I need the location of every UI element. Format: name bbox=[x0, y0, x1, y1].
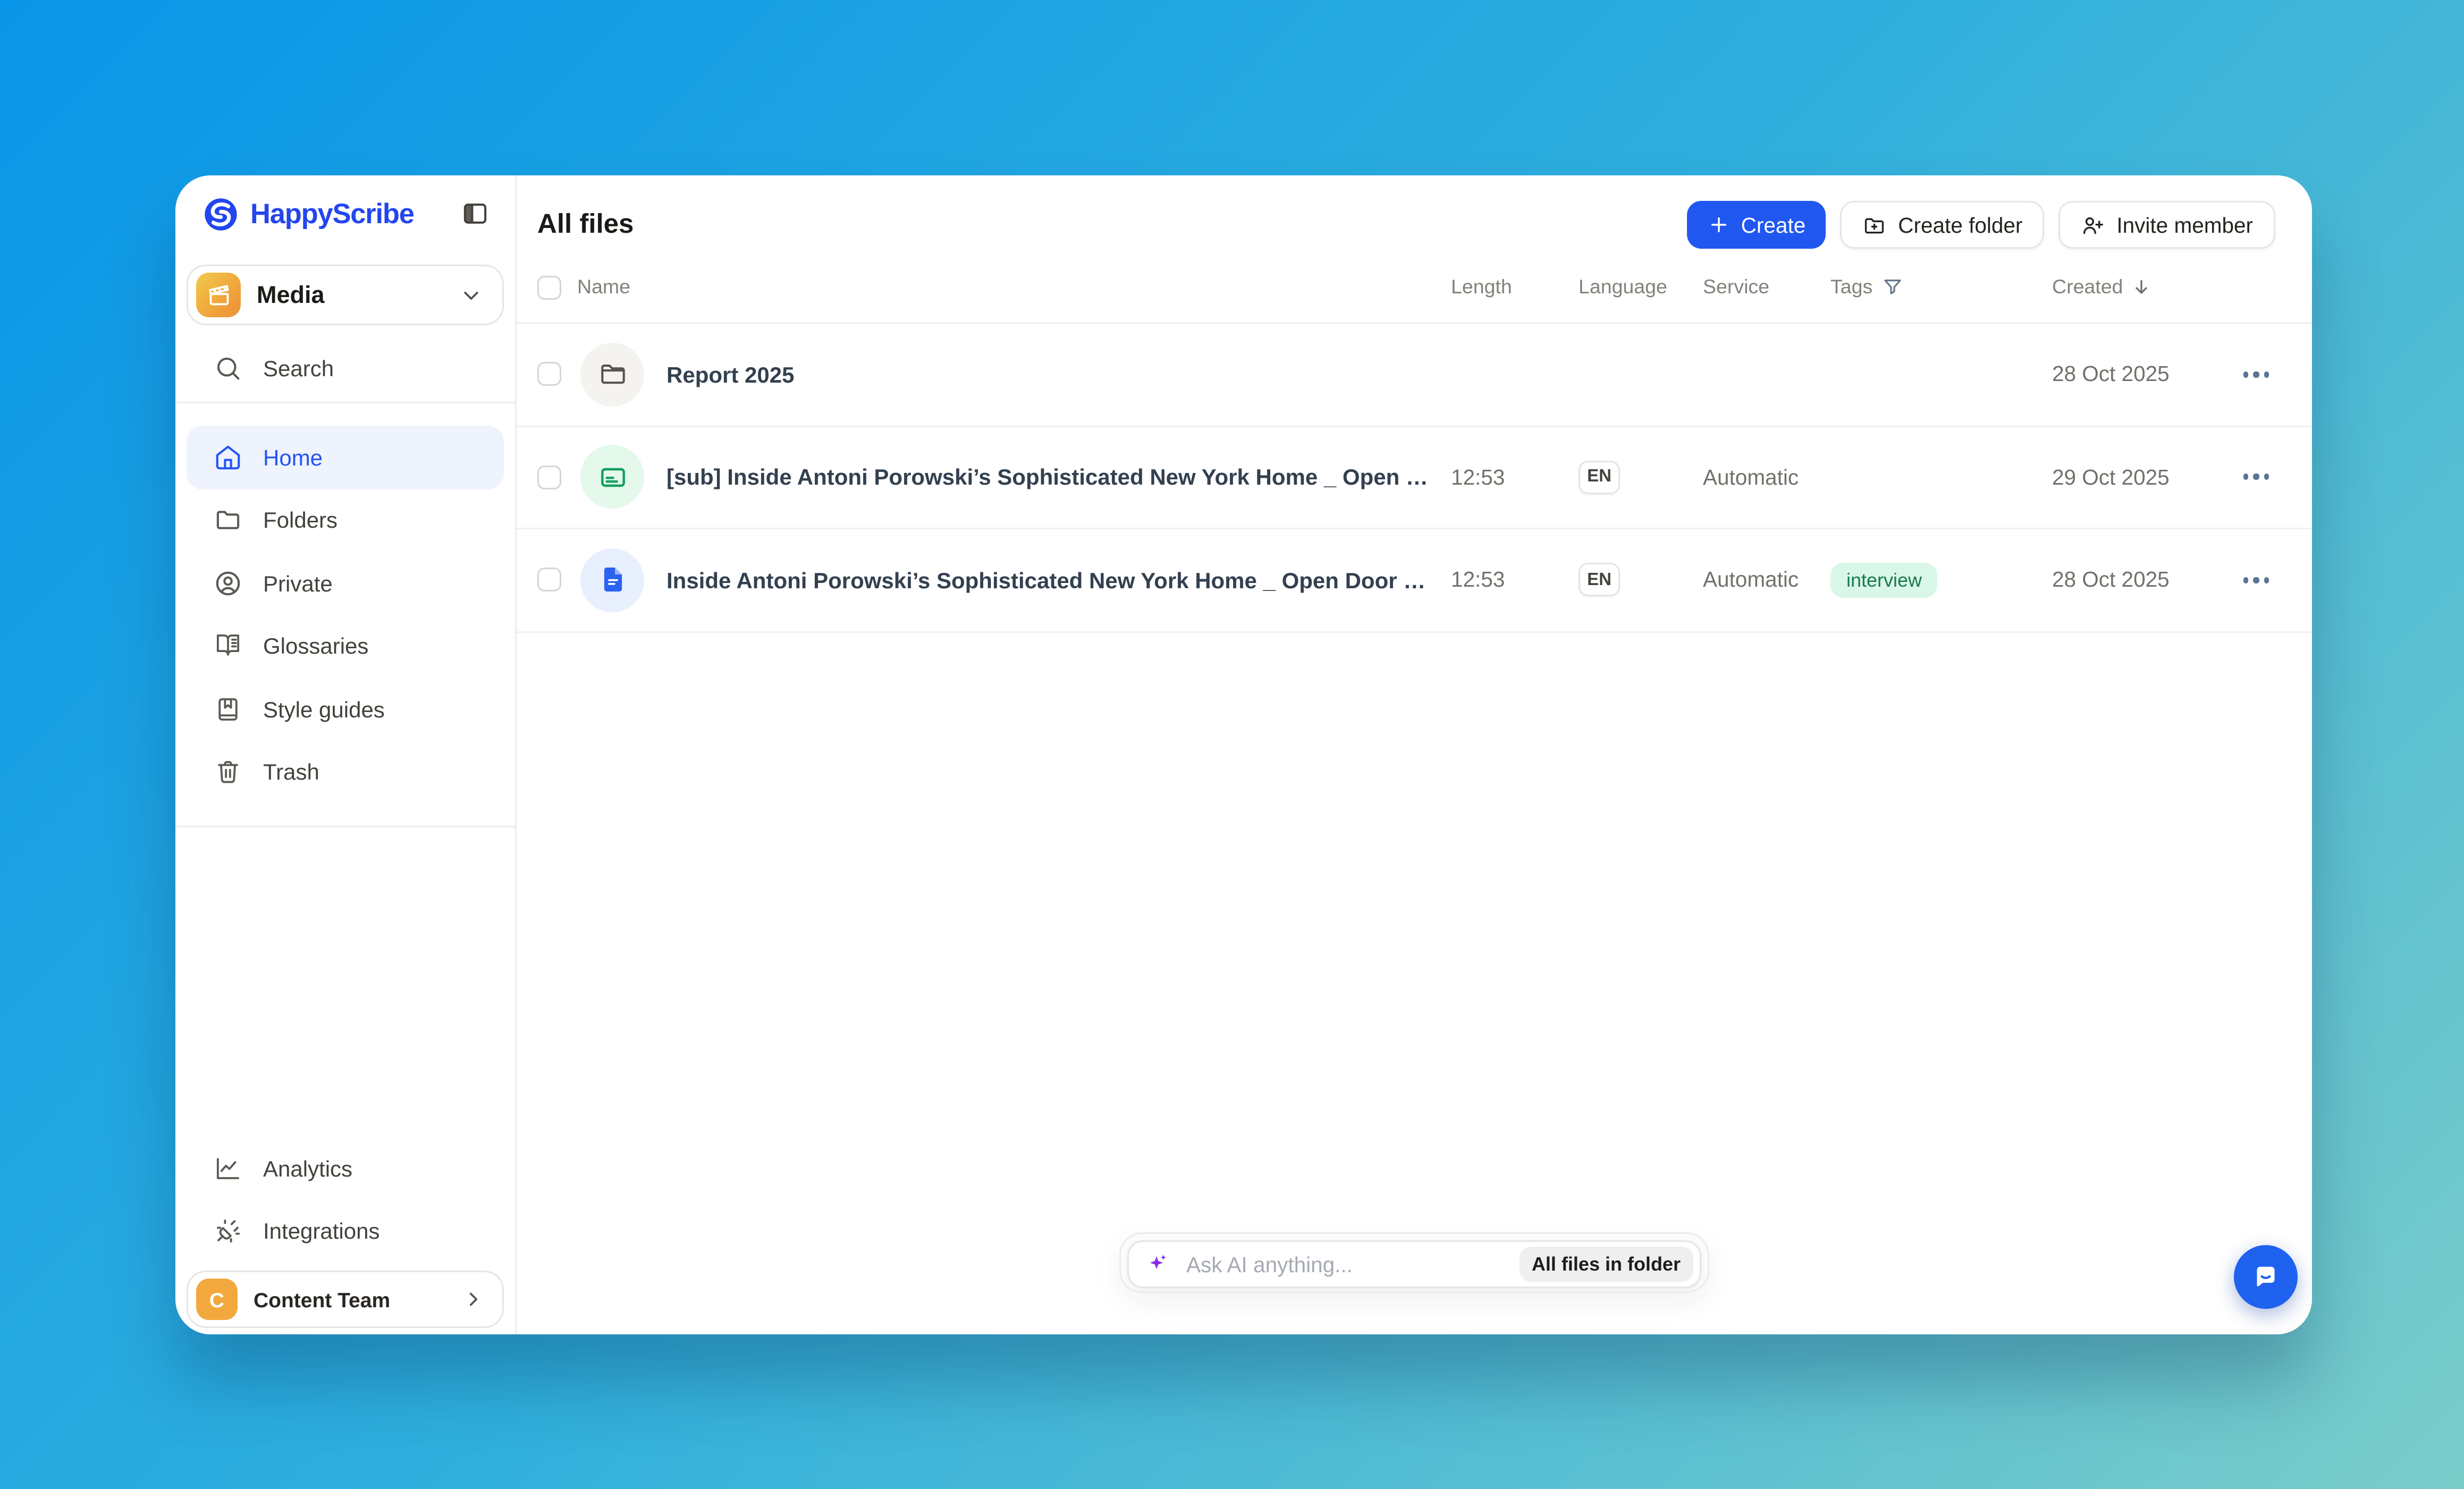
file-language: EN bbox=[1579, 563, 1703, 597]
sidebar-item-label: Private bbox=[263, 570, 333, 596]
sidebar-nav: Home Folders Private bbox=[175, 426, 515, 803]
row-checkbox[interactable] bbox=[537, 465, 561, 489]
create-folder-button[interactable]: Create folder bbox=[1841, 201, 2045, 249]
team-avatar: C bbox=[196, 1279, 238, 1320]
app-window: HappyScribe Media bbox=[175, 175, 2312, 1334]
file-length: 12:53 bbox=[1451, 568, 1505, 592]
table-row[interactable]: Inside Antoni Porowski’s Sophisticated N… bbox=[517, 529, 2312, 632]
sidebar-item-label: Folders bbox=[263, 507, 338, 533]
page-header: All files Create Create folder bbox=[517, 175, 2312, 252]
sidebar-item-label: Style guides bbox=[263, 696, 385, 722]
subtitle-file-icon bbox=[580, 445, 644, 509]
file-name[interactable]: [sub] Inside Antoni Porowski’s Sophistic… bbox=[666, 464, 1451, 490]
user-plus-icon bbox=[2081, 213, 2105, 237]
file-language: EN bbox=[1579, 460, 1703, 494]
sidebar-item-integrations[interactable]: Integrations bbox=[187, 1200, 504, 1263]
chevron-down-icon bbox=[459, 283, 483, 307]
sidebar-divider bbox=[175, 402, 515, 403]
file-service: Automatic bbox=[1703, 568, 1799, 592]
workspace-selector[interactable]: Media bbox=[187, 265, 504, 325]
chat-bubble-icon bbox=[2248, 1259, 2283, 1295]
sidebar-item-analytics[interactable]: Analytics bbox=[187, 1137, 504, 1200]
trash-icon bbox=[214, 758, 242, 786]
folder-icon bbox=[214, 506, 242, 535]
collapse-sidebar-icon[interactable] bbox=[461, 199, 490, 228]
ai-sparkle-icon bbox=[1145, 1251, 1170, 1277]
sidebar-item-home[interactable]: Home bbox=[187, 426, 504, 489]
row-menu-button[interactable] bbox=[2237, 365, 2275, 384]
file-tags: interview bbox=[1830, 562, 2052, 598]
sidebar-divider bbox=[175, 826, 515, 827]
sidebar-item-search[interactable]: Search bbox=[187, 335, 504, 402]
invite-member-button[interactable]: Invite member bbox=[2059, 201, 2275, 249]
column-service[interactable]: Service bbox=[1703, 276, 1770, 298]
sidebar-item-label: Glossaries bbox=[263, 633, 369, 659]
sidebar: HappyScribe Media bbox=[175, 175, 517, 1334]
sidebar-item-label: Trash bbox=[263, 759, 319, 785]
brand-wordmark: HappyScribe bbox=[250, 197, 415, 229]
file-created: 28 Oct 2025 bbox=[2052, 568, 2170, 592]
team-switcher[interactable]: C Content Team bbox=[187, 1271, 504, 1328]
plus-icon bbox=[1708, 214, 1730, 236]
folder-icon bbox=[580, 342, 644, 407]
file-length: 12:53 bbox=[1451, 465, 1505, 489]
ai-scope-chip[interactable]: All files in folder bbox=[1518, 1247, 1693, 1282]
header-actions: Create Create folder Invite member bbox=[1686, 201, 2275, 249]
media-workspace-icon bbox=[196, 273, 241, 317]
sort-arrow-down-icon bbox=[2131, 276, 2153, 298]
page-title: All files bbox=[537, 209, 634, 239]
sidebar-item-label: Analytics bbox=[263, 1155, 353, 1181]
file-service: Automatic bbox=[1703, 465, 1799, 489]
file-created: 29 Oct 2025 bbox=[2052, 465, 2170, 489]
row-checkbox[interactable] bbox=[537, 568, 561, 592]
select-all-checkbox[interactable] bbox=[537, 275, 561, 299]
column-length[interactable]: Length bbox=[1451, 276, 1512, 298]
happyscribe-logo-icon bbox=[202, 196, 239, 232]
file-name[interactable]: Inside Antoni Porowski’s Sophisticated N… bbox=[666, 567, 1451, 593]
sidebar-item-label: Integrations bbox=[263, 1218, 380, 1244]
row-menu-button[interactable] bbox=[2237, 468, 2275, 486]
sidebar-item-style-guides[interactable]: Style guides bbox=[187, 678, 504, 741]
main-content: All files Create Create folder bbox=[517, 175, 2312, 1334]
sidebar-item-label: Search bbox=[263, 356, 334, 381]
team-name: Content Team bbox=[254, 1287, 391, 1312]
sidebar-item-trash[interactable]: Trash bbox=[187, 741, 504, 804]
sidebar-item-folders[interactable]: Folders bbox=[187, 489, 504, 552]
column-created[interactable]: Created bbox=[2052, 276, 2237, 298]
file-name[interactable]: Report 2025 bbox=[666, 361, 795, 387]
user-circle-icon bbox=[214, 569, 242, 597]
row-checkbox[interactable] bbox=[537, 362, 561, 386]
sidebar-item-private[interactable]: Private bbox=[187, 552, 504, 615]
plug-integration-icon bbox=[214, 1217, 242, 1246]
table-row[interactable]: [sub] Inside Antoni Porowski’s Sophistic… bbox=[517, 427, 2312, 529]
sidebar-item-label: Home bbox=[263, 444, 323, 470]
ask-ai-container: All files in folder bbox=[1119, 1232, 1709, 1293]
search-icon bbox=[214, 354, 242, 383]
sidebar-item-glossaries[interactable]: Glossaries bbox=[187, 615, 504, 678]
open-book-icon bbox=[214, 632, 242, 661]
logo-row: HappyScribe bbox=[175, 175, 515, 252]
chevron-right-icon bbox=[462, 1288, 485, 1310]
folder-plus-icon bbox=[1863, 213, 1887, 237]
column-name[interactable]: Name bbox=[577, 276, 631, 298]
column-language[interactable]: Language bbox=[1579, 276, 1667, 298]
workspace-name: Media bbox=[257, 281, 325, 309]
document-file-icon bbox=[580, 548, 644, 612]
ask-ai-input[interactable] bbox=[1183, 1250, 1519, 1278]
file-created: 28 Oct 2025 bbox=[2052, 362, 2170, 386]
bookmark-book-icon bbox=[214, 695, 242, 723]
sidebar-spacer bbox=[175, 827, 515, 1137]
row-menu-button[interactable] bbox=[2237, 571, 2275, 589]
filter-funnel-icon[interactable] bbox=[1882, 276, 1904, 298]
table-header: Name Length Language Service Tags Create… bbox=[517, 252, 2312, 324]
ask-ai-bar[interactable]: All files in folder bbox=[1127, 1240, 1701, 1288]
column-tags[interactable]: Tags bbox=[1830, 276, 2052, 298]
table-row[interactable]: Report 2025 28 Oct 2025 bbox=[517, 324, 2312, 427]
chat-launcher-button[interactable] bbox=[2234, 1245, 2298, 1309]
home-icon bbox=[214, 443, 242, 471]
analytics-chart-icon bbox=[214, 1154, 242, 1182]
create-button[interactable]: Create bbox=[1686, 201, 1827, 249]
